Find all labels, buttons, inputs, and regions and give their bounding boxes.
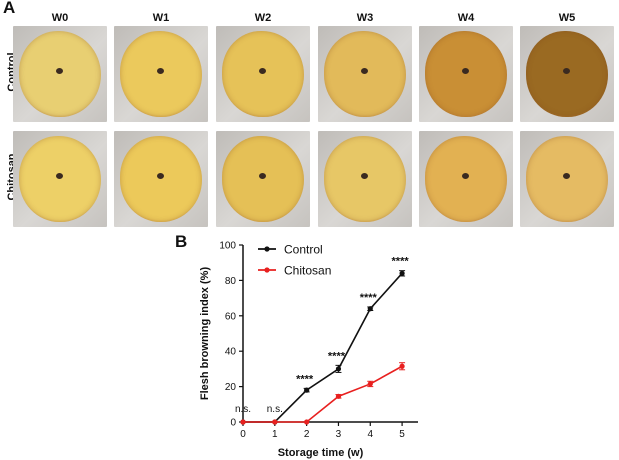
week-label-w4: W4 bbox=[457, 12, 475, 24]
y-tick-label: 0 bbox=[230, 418, 236, 429]
apple-core bbox=[462, 173, 469, 179]
week-label-w1: W1 bbox=[152, 12, 170, 24]
y-tick-label: 100 bbox=[219, 241, 236, 252]
data-point-control bbox=[304, 387, 310, 393]
fruit-photo-control-w3 bbox=[318, 26, 412, 122]
panel-a-letter: A bbox=[3, 0, 16, 17]
apple-slice bbox=[526, 31, 608, 117]
data-point-control bbox=[335, 366, 342, 372]
panel-b-letter: B bbox=[175, 232, 188, 251]
week-label-w3: W3 bbox=[356, 12, 374, 24]
x-tick-label: 1 bbox=[272, 429, 278, 440]
apple-core bbox=[157, 173, 164, 179]
apple-slice bbox=[120, 31, 202, 117]
fruit-photo-control-w1 bbox=[114, 26, 208, 122]
y-tick-label: 20 bbox=[225, 382, 237, 393]
legend-label-control: Control bbox=[284, 243, 323, 257]
x-tick-label: 2 bbox=[304, 429, 310, 440]
data-point-chitosan bbox=[304, 419, 310, 425]
fruit-photo-chitosan-w1 bbox=[114, 131, 208, 227]
data-point-chitosan bbox=[367, 381, 373, 387]
apple-core bbox=[462, 68, 469, 74]
apple-slice bbox=[425, 136, 507, 222]
x-tick-label: 0 bbox=[240, 429, 246, 440]
significance-label: **** bbox=[296, 373, 314, 385]
apple-core bbox=[563, 173, 570, 179]
apple-core bbox=[56, 173, 63, 179]
legend-label-chitosan: Chitosan bbox=[284, 264, 331, 278]
week-label-w0: W0 bbox=[51, 12, 69, 24]
apple-slice bbox=[324, 136, 406, 222]
y-tick-label: 40 bbox=[225, 347, 237, 358]
apple-slice bbox=[526, 136, 608, 222]
series-line-chitosan bbox=[243, 365, 403, 423]
apple-core bbox=[56, 68, 63, 74]
apple-slice bbox=[19, 31, 101, 117]
data-point-control bbox=[240, 419, 246, 425]
legend-marker bbox=[264, 267, 270, 273]
fruit-photo-control-w2 bbox=[216, 26, 310, 122]
apple-slice bbox=[324, 31, 406, 117]
legend-marker bbox=[264, 246, 270, 252]
data-point-chitosan bbox=[399, 363, 405, 369]
data-point-control bbox=[367, 306, 373, 312]
significance-label: **** bbox=[328, 350, 346, 362]
apple-slice bbox=[120, 136, 202, 222]
apple-core bbox=[157, 68, 164, 74]
apple-core bbox=[361, 68, 368, 74]
apple-slice bbox=[222, 136, 304, 222]
data-point-control bbox=[399, 270, 405, 276]
significance-label: n.s. bbox=[267, 404, 283, 415]
apple-slice bbox=[222, 31, 304, 117]
fruit-photo-chitosan-w2 bbox=[216, 131, 310, 227]
y-tick-label: 80 bbox=[225, 276, 237, 287]
data-point-chitosan bbox=[240, 419, 246, 425]
x-tick-label: 3 bbox=[336, 429, 342, 440]
apple-core bbox=[259, 173, 266, 179]
fruit-photo-chitosan-w4 bbox=[419, 131, 513, 227]
x-tick-label: 5 bbox=[399, 429, 405, 440]
week-label-w2: W2 bbox=[254, 12, 272, 24]
fruit-photo-control-w0 bbox=[13, 26, 107, 122]
y-axis-title: Flesh browning index (%) bbox=[199, 267, 211, 401]
significance-label: **** bbox=[360, 292, 378, 304]
apple-core bbox=[361, 173, 368, 179]
apple-core bbox=[563, 68, 570, 74]
apple-core bbox=[259, 68, 266, 74]
fruit-photo-control-w5 bbox=[520, 26, 614, 122]
fruit-photo-chitosan-w0 bbox=[13, 131, 107, 227]
significance-label: n.s. bbox=[235, 404, 251, 415]
fruit-photo-chitosan-w3 bbox=[318, 131, 412, 227]
fruit-photo-control-w4 bbox=[419, 26, 513, 122]
apple-slice bbox=[19, 136, 101, 222]
series-line-control bbox=[243, 272, 403, 423]
data-point-chitosan bbox=[335, 393, 342, 399]
data-point-control bbox=[272, 419, 278, 425]
fruit-photo-chitosan-w5 bbox=[520, 131, 614, 227]
x-axis-title: Storage time (w) bbox=[278, 447, 364, 459]
data-point-chitosan bbox=[272, 419, 278, 425]
significance-label: **** bbox=[392, 256, 410, 268]
y-tick-label: 60 bbox=[225, 311, 237, 322]
x-tick-label: 4 bbox=[367, 429, 373, 440]
apple-slice bbox=[425, 31, 507, 117]
week-label-w5: W5 bbox=[558, 12, 576, 24]
